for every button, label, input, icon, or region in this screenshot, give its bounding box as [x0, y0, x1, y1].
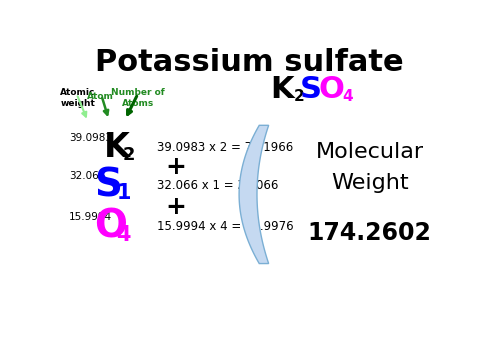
Text: S: S: [300, 75, 322, 104]
Text: O: O: [319, 75, 345, 104]
Text: O: O: [94, 208, 127, 246]
Text: 1: 1: [117, 183, 131, 203]
Text: K: K: [104, 131, 130, 164]
Text: 32.066 x 1 = 32.066: 32.066 x 1 = 32.066: [157, 179, 278, 192]
Text: 15.9994 x 4 = 63.9976: 15.9994 x 4 = 63.9976: [157, 220, 294, 233]
Text: S: S: [94, 166, 122, 205]
Text: Atomic
weight: Atomic weight: [60, 89, 95, 108]
Text: Molecular: Molecular: [315, 142, 424, 162]
Text: 4: 4: [117, 225, 131, 245]
Text: K: K: [270, 75, 294, 104]
Text: Number of
Atoms: Number of Atoms: [111, 89, 165, 108]
Text: 2: 2: [294, 89, 304, 104]
Text: 174.2602: 174.2602: [308, 221, 432, 245]
Text: 15.9994: 15.9994: [69, 212, 112, 223]
Text: 39.0983: 39.0983: [69, 133, 112, 144]
Text: 39.0983 x 2 = 78.1966: 39.0983 x 2 = 78.1966: [157, 141, 293, 154]
Text: 2: 2: [123, 146, 136, 164]
Text: 32.066: 32.066: [69, 171, 105, 181]
Text: +: +: [165, 156, 186, 180]
Text: Atom: Atom: [87, 92, 114, 101]
Polygon shape: [239, 125, 269, 264]
Text: +: +: [165, 196, 186, 220]
Text: Weight: Weight: [331, 173, 408, 193]
Text: 4: 4: [343, 89, 353, 104]
Text: Potassium sulfate: Potassium sulfate: [95, 48, 403, 77]
